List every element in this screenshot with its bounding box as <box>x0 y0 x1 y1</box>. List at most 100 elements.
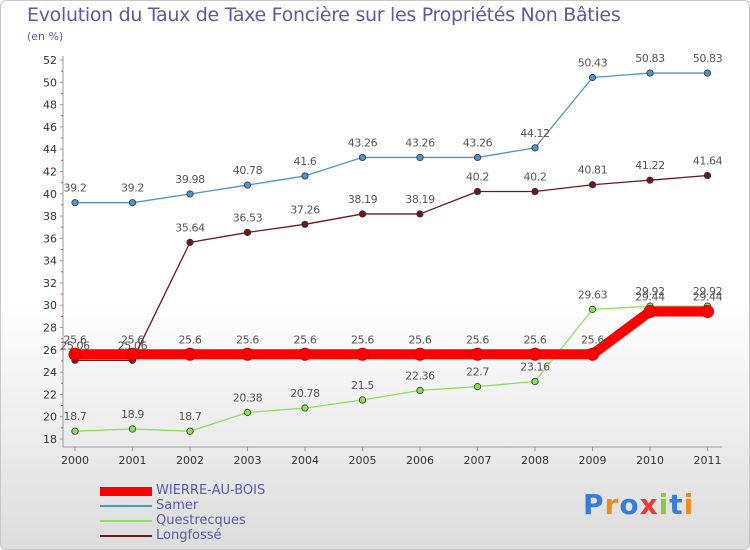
data-point <box>588 73 597 82</box>
data-label: 25.6 <box>581 333 604 346</box>
data-point <box>646 176 654 184</box>
data-point <box>528 347 542 361</box>
data-label: 41.6 <box>294 155 317 168</box>
data-point <box>186 427 194 435</box>
data-label: 25.6 <box>236 333 259 346</box>
data-point <box>243 228 252 237</box>
x-tick-label: 2000 <box>61 454 89 467</box>
data-label: 43.26 <box>405 136 435 149</box>
data-label: 18.7 <box>179 410 202 423</box>
data-label: 50.83 <box>635 52 665 65</box>
data-label: 50.83 <box>693 52 723 65</box>
data-point <box>703 171 712 180</box>
data-label: 20.38 <box>233 391 263 404</box>
y-tick-label: 44 <box>43 143 57 156</box>
data-point <box>301 220 309 228</box>
data-point <box>531 144 539 152</box>
series-line-longfoss- <box>74 174 709 361</box>
data-label: 18.7 <box>64 410 87 423</box>
data-label: 29.44 <box>635 290 665 303</box>
data-label: 44.12 <box>520 127 550 140</box>
y-tick-label: 18 <box>43 433 57 446</box>
data-point <box>243 181 252 189</box>
data-label: 22.7 <box>466 366 489 379</box>
data-point <box>186 190 194 198</box>
legend-swatch <box>100 535 152 537</box>
data-point <box>413 347 427 361</box>
data-label: 29.44 <box>693 290 723 303</box>
data-label: 25.06 <box>118 339 148 352</box>
data-label: 37.26 <box>290 203 320 216</box>
data-point <box>241 347 254 361</box>
data-point <box>126 347 139 361</box>
brand-letter: i <box>683 488 695 521</box>
data-point <box>531 377 539 386</box>
data-point <box>701 304 714 318</box>
series-line-wierre-au-bois <box>70 306 713 360</box>
series-line-questrecques <box>74 305 709 432</box>
data-label: 18.9 <box>121 408 144 421</box>
data-label: 41.64 <box>693 154 723 167</box>
data-point <box>588 181 597 189</box>
legend-label: Longfossé <box>156 528 222 543</box>
brand-letter: r <box>604 488 620 521</box>
y-tick-label: 26 <box>43 344 57 357</box>
legend-label: WIERRE-AU-BOIS <box>156 483 266 498</box>
x-tick-label: 2002 <box>176 454 204 467</box>
data-point <box>71 199 79 207</box>
x-tick-label: 2004 <box>291 454 319 467</box>
y-tick-label: 28 <box>43 322 57 335</box>
data-point <box>473 383 482 391</box>
chart-title: Evolution du Taux de Taxe Foncière sur l… <box>27 4 621 26</box>
data-label: 29.92 <box>693 285 723 298</box>
data-point <box>531 187 539 196</box>
data-label: 25.6 <box>524 333 547 346</box>
x-tick-label: 2010 <box>636 454 664 467</box>
brand-letter: o <box>619 488 640 521</box>
data-point <box>473 153 482 162</box>
y-tick-label: 22 <box>43 388 57 401</box>
y-tick-label: 24 <box>43 366 57 379</box>
x-tick-label: 2006 <box>406 454 434 467</box>
y-unit-label: (en %) <box>27 30 64 43</box>
y-tick-label: 46 <box>43 121 57 134</box>
data-point <box>356 347 369 361</box>
data-point <box>358 153 367 162</box>
data-point <box>128 425 137 433</box>
data-label: 36.53 <box>233 211 263 224</box>
data-label: 25.6 <box>351 333 374 346</box>
brand-letter: x <box>639 488 659 521</box>
data-point <box>471 347 484 361</box>
data-point <box>183 347 197 361</box>
data-point <box>416 153 424 162</box>
data-label: 50.43 <box>578 57 608 70</box>
data-label: 22.36 <box>405 369 435 382</box>
data-point <box>243 408 252 417</box>
series-line-samer <box>74 72 709 204</box>
data-point <box>646 69 654 77</box>
legend-swatch <box>100 520 152 522</box>
data-label: 25.6 <box>121 333 144 346</box>
y-tick-label: 34 <box>43 255 57 268</box>
y-tick-label: 48 <box>43 99 57 112</box>
brand-letter: P <box>583 488 605 521</box>
data-label: 38.19 <box>348 193 378 206</box>
data-point <box>186 238 194 246</box>
x-tick-label: 2011 <box>694 454 722 467</box>
x-tick-label: 2008 <box>521 454 549 467</box>
y-tick-label: 50 <box>43 76 57 89</box>
data-point <box>416 386 424 394</box>
y-tick-label: 36 <box>43 232 57 245</box>
data-label: 39.2 <box>64 182 87 195</box>
y-tick-label: 20 <box>43 411 57 424</box>
data-label: 39.98 <box>175 173 205 186</box>
data-label: 29.92 <box>635 285 665 298</box>
data-label: 25.6 <box>179 333 202 346</box>
data-point <box>358 210 367 218</box>
y-tick-label: 52 <box>43 54 57 67</box>
y-tick-label: 40 <box>43 188 57 201</box>
data-point <box>643 304 657 318</box>
data-label: 20.78 <box>290 387 320 400</box>
